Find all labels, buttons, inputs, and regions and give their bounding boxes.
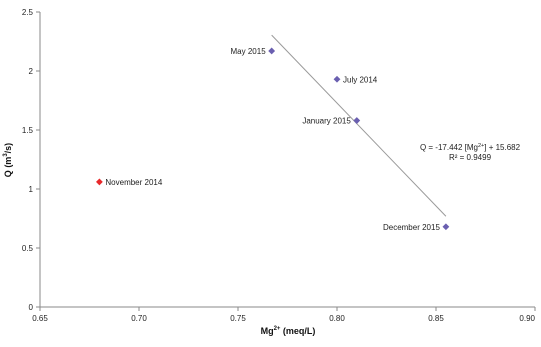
data-point-marker bbox=[353, 117, 361, 124]
data-point-label: November 2014 bbox=[105, 178, 162, 187]
xlabel-sup: 2+ bbox=[274, 326, 281, 332]
equation-main: Q = -17.442 [Mg bbox=[420, 143, 478, 152]
x-axis-title: Mg2+ (meq/L) bbox=[261, 326, 316, 336]
equation-rest: ] + 15.682 bbox=[484, 143, 520, 152]
data-point-marker bbox=[333, 75, 341, 83]
trendline bbox=[271, 34, 447, 217]
trendline-group bbox=[271, 34, 447, 217]
ylabel-rest: /s) bbox=[3, 143, 13, 154]
x-tick-label: 0.80 bbox=[329, 314, 345, 323]
axes bbox=[39, 12, 535, 308]
y-tick-label: 1 bbox=[29, 185, 34, 194]
x-tick-label: 0.70 bbox=[131, 314, 147, 323]
y-tick-label: 1.5 bbox=[22, 126, 34, 135]
ylabel-main: Q (m bbox=[3, 157, 13, 178]
y-axis-title: Q (m3/s) bbox=[3, 143, 13, 177]
y-tick-label: 0.5 bbox=[22, 244, 34, 253]
data-point-marker bbox=[442, 223, 450, 231]
xlabel-rest: (meq/L) bbox=[280, 326, 315, 336]
data-point-marker bbox=[268, 47, 276, 55]
tick-marks bbox=[36, 11, 536, 311]
x-tick-label: 0.65 bbox=[32, 314, 48, 323]
data-point-label: May 2015 bbox=[231, 47, 267, 56]
y-tick-label: 2.5 bbox=[22, 8, 34, 17]
x-tick-label: 0.90 bbox=[519, 314, 535, 323]
ylabel-sup: 3 bbox=[3, 153, 9, 157]
x-tick-label: 0.85 bbox=[428, 314, 444, 323]
y-tick-label: 0 bbox=[29, 303, 34, 312]
data-point-label: July 2014 bbox=[343, 75, 378, 84]
equation-sup: 2+ bbox=[478, 143, 484, 149]
y-tick-label: 2 bbox=[29, 67, 34, 76]
x-tick-label: 0.75 bbox=[230, 314, 246, 323]
data-point-marker bbox=[96, 178, 103, 186]
trendline-r2: R² = 0.9499 bbox=[449, 153, 492, 162]
data-point-label: December 2015 bbox=[383, 223, 440, 232]
xlabel-main: Mg bbox=[261, 326, 274, 336]
data-points: May 2015 July 2014 January 2015 December 20… bbox=[96, 47, 450, 232]
trendline-equation: Q = -17.442 [Mg2+] + 15.682 bbox=[420, 143, 521, 152]
data-point-label: January 2015 bbox=[302, 117, 351, 126]
